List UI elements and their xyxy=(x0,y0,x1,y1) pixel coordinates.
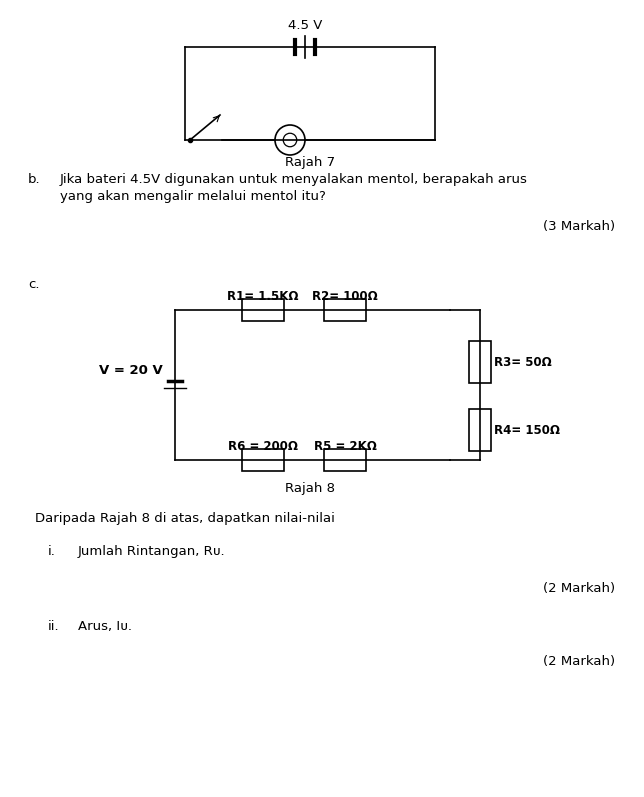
Bar xyxy=(324,299,366,321)
Text: R6 = 200Ω: R6 = 200Ω xyxy=(228,439,298,453)
Text: R1= 1.5KΩ: R1= 1.5KΩ xyxy=(227,289,299,303)
Text: b.: b. xyxy=(28,173,41,186)
Text: Rajah 8: Rajah 8 xyxy=(285,481,335,494)
Text: Jumlah Rintangan, Rᴜ.: Jumlah Rintangan, Rᴜ. xyxy=(78,545,225,558)
Text: yang akan mengalir melalui mentol itu?: yang akan mengalir melalui mentol itu? xyxy=(60,190,326,203)
Text: R3= 50Ω: R3= 50Ω xyxy=(494,355,552,368)
Text: R4= 150Ω: R4= 150Ω xyxy=(494,423,560,437)
Text: i.: i. xyxy=(48,545,56,558)
Text: (2 Markah): (2 Markah) xyxy=(543,655,615,668)
Text: Daripada Rajah 8 di atas, dapatkan nilai-nilai: Daripada Rajah 8 di atas, dapatkan nilai… xyxy=(35,512,335,525)
Text: ii.: ii. xyxy=(48,620,60,633)
Bar xyxy=(469,341,491,383)
Text: Jika bateri 4.5V digunakan untuk menyalakan mentol, berapakah arus: Jika bateri 4.5V digunakan untuk menyala… xyxy=(60,173,528,186)
Text: (3 Markah): (3 Markah) xyxy=(543,220,615,233)
Text: c.: c. xyxy=(28,278,39,291)
Text: R2= 100Ω: R2= 100Ω xyxy=(312,289,378,303)
Text: Arus, Iᴜ.: Arus, Iᴜ. xyxy=(78,620,132,633)
Text: (2 Markah): (2 Markah) xyxy=(543,582,615,595)
Text: Rajah 7: Rajah 7 xyxy=(285,155,335,168)
Bar xyxy=(242,299,284,321)
Bar xyxy=(469,409,491,451)
Text: 4.5 V: 4.5 V xyxy=(288,18,322,32)
Text: R5 = 2KΩ: R5 = 2KΩ xyxy=(314,439,377,453)
Bar xyxy=(242,449,284,471)
Text: V = 20 V: V = 20 V xyxy=(99,363,163,376)
Bar xyxy=(324,449,366,471)
